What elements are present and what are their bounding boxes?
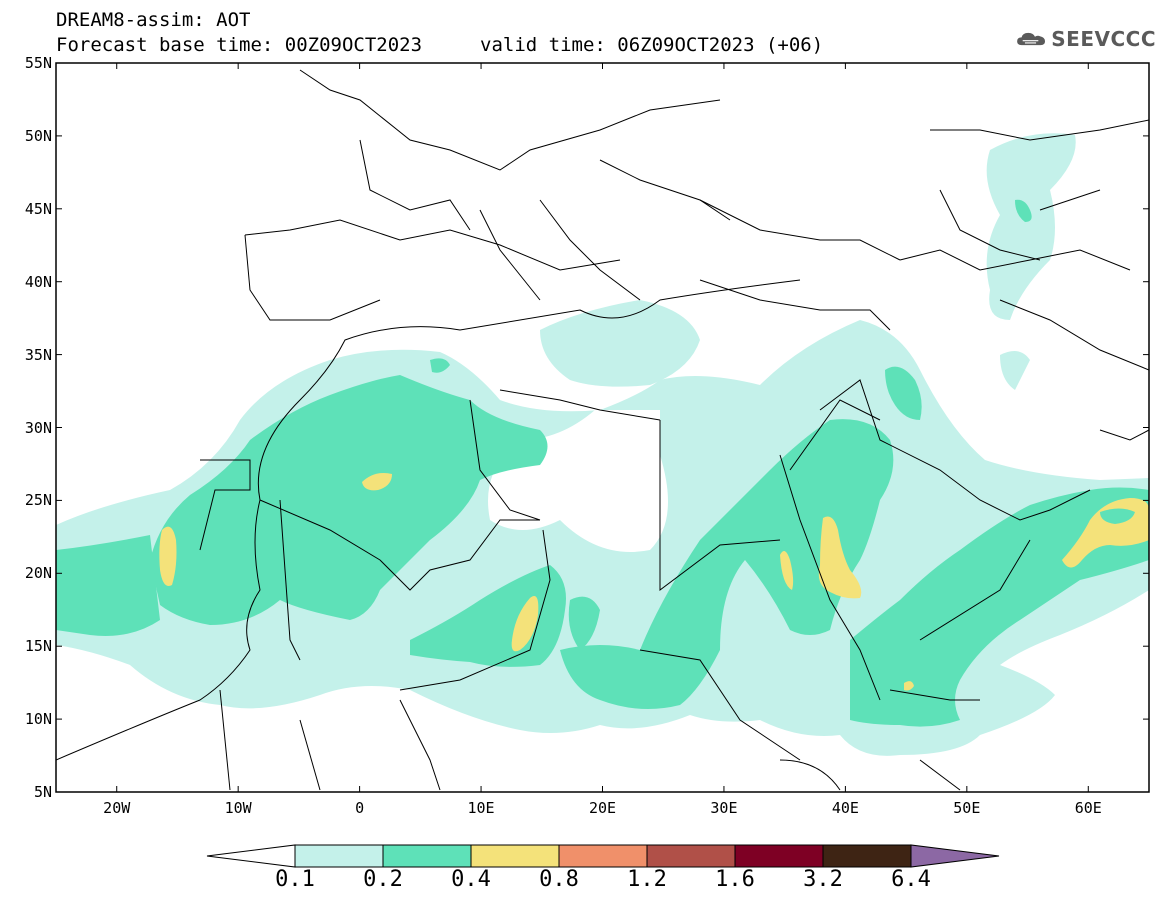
lon-label: 60E	[1074, 799, 1102, 817]
lon-label: 40E	[831, 799, 859, 817]
colorbar-swatch	[558, 844, 648, 868]
colorbar	[206, 844, 1000, 868]
lon-label: 30E	[710, 799, 738, 817]
colorbar-swatch	[734, 844, 824, 868]
lat-label: 55N	[24, 54, 52, 72]
lat-label: 15N	[24, 637, 52, 656]
lon-label: 10E	[467, 799, 495, 817]
colorbar-swatch	[382, 844, 472, 868]
colorbar-arrow-high	[910, 844, 1000, 868]
lat-label: 45N	[24, 199, 52, 218]
colorbar-label: 3.2	[803, 867, 843, 892]
colorbar-swatch	[470, 844, 560, 868]
lon-label: 20E	[588, 799, 617, 817]
cloud-icon	[1017, 32, 1046, 46]
lon-label: 20W	[103, 799, 131, 817]
lat-label: 35N	[24, 345, 52, 364]
colorbar-arrow-low	[206, 844, 296, 868]
map-title: DREAM8-assim: AOT	[56, 9, 251, 31]
logo-text: SEEVCCC	[1051, 27, 1156, 51]
seevccc-logo: SEEVCCC	[1016, 24, 1156, 54]
colorbar-label: 1.2	[627, 867, 667, 892]
aot-shading	[56, 133, 1149, 756]
colorbar-label: 0.8	[539, 867, 579, 892]
lon-label: 0	[355, 799, 365, 817]
lat-label: 5N	[33, 783, 52, 801]
lat-label: 10N	[24, 710, 52, 729]
coastlines	[56, 69, 1149, 791]
lat-label: 25N	[24, 491, 52, 510]
colorbar-swatch	[646, 844, 736, 868]
colorbar-swatch	[822, 844, 912, 868]
lat-label: 30N	[24, 418, 52, 437]
colorbar-swatch	[294, 844, 384, 868]
lon-label: 50E	[953, 799, 981, 817]
colorbar-label: 6.4	[891, 867, 931, 892]
lon-label: 10W	[224, 799, 252, 817]
colorbar-label: 0.1	[275, 867, 315, 892]
lat-label: 40N	[24, 272, 52, 291]
lat-label: 50N	[24, 126, 52, 145]
colorbar-label: 0.4	[451, 867, 491, 892]
lat-label: 20N	[24, 564, 52, 583]
forecast-base-time: Forecast base time: 00Z09OCT2023	[56, 34, 423, 56]
colorbar-label: 1.6	[715, 867, 755, 892]
aot-band-0.2-0.4	[150, 375, 548, 625]
aot-band-0.4-0.8	[159, 526, 177, 586]
colorbar-label: 0.2	[363, 867, 403, 892]
valid-time: valid time: 06Z09OCT2023 (+06)	[480, 34, 824, 56]
